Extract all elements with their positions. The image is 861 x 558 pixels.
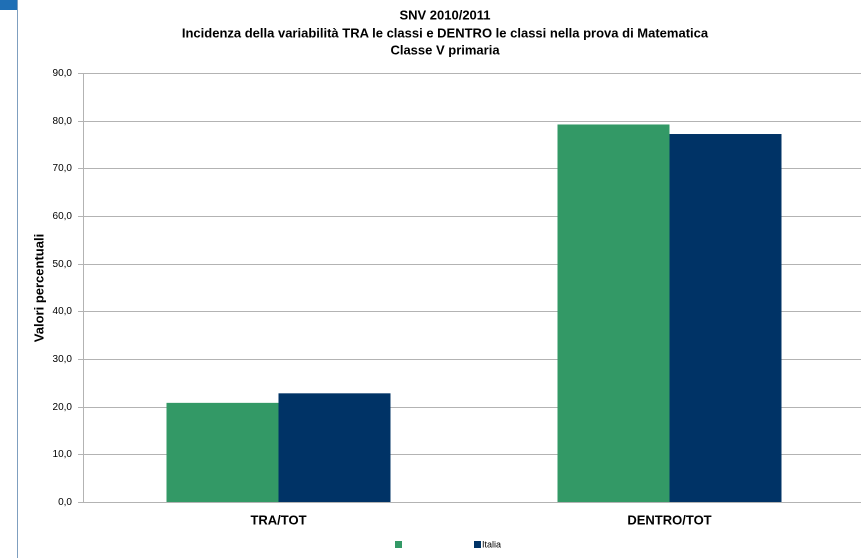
- chart-subtitle: Classe V primaria: [390, 42, 500, 57]
- y-tick-label: 30,0: [53, 354, 73, 365]
- legend-swatch: [395, 541, 402, 548]
- y-tick-label: 60,0: [53, 211, 73, 222]
- x-tick-label: DENTRO/TOT: [627, 512, 711, 527]
- y-tick-label: 10,0: [53, 449, 73, 460]
- y-tick-label: 70,0: [53, 163, 73, 174]
- chart-title: SNV 2010/2011: [399, 7, 490, 22]
- y-tick-label: 80,0: [53, 116, 73, 127]
- y-tick-label: 20,0: [53, 402, 73, 413]
- legend-swatch: [474, 541, 481, 548]
- x-tick-label: TRA/TOT: [250, 512, 306, 527]
- bar: [278, 393, 391, 502]
- window-corner: [0, 0, 17, 10]
- chart-subtitle: Incidenza della variabilità TRA le class…: [182, 25, 709, 40]
- y-tick-label: 50,0: [53, 259, 73, 270]
- bar: [557, 124, 670, 502]
- legend-label: Italia: [482, 539, 501, 549]
- y-tick-label: 40,0: [53, 306, 73, 317]
- y-tick-label: 90,0: [53, 68, 73, 79]
- bar: [166, 402, 279, 502]
- y-tick-label: 0,0: [58, 497, 72, 508]
- y-axis-label: Valori percentuali: [31, 234, 46, 342]
- bar: [669, 134, 782, 502]
